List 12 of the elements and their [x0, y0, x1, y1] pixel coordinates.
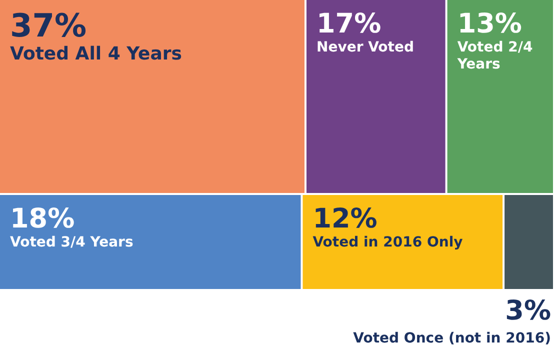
data-label: 12% — [312, 203, 378, 234]
category-label: Voted in 2016 Only — [312, 234, 463, 251]
data-label: 37% — [10, 6, 87, 44]
data-label: 3% — [505, 296, 551, 327]
category-label: Voted 3/4 Years — [10, 234, 134, 251]
data-label: 17% — [316, 8, 382, 40]
category-label: Voted Once (not in 2016) — [353, 330, 551, 347]
category-label: Voted All 4 Years — [10, 44, 182, 65]
data-label: 18% — [10, 203, 75, 234]
category-label: Never Voted — [316, 40, 414, 56]
category-label: Voted 2/4 Years — [456, 40, 533, 73]
data-label: 13% — [457, 8, 522, 40]
